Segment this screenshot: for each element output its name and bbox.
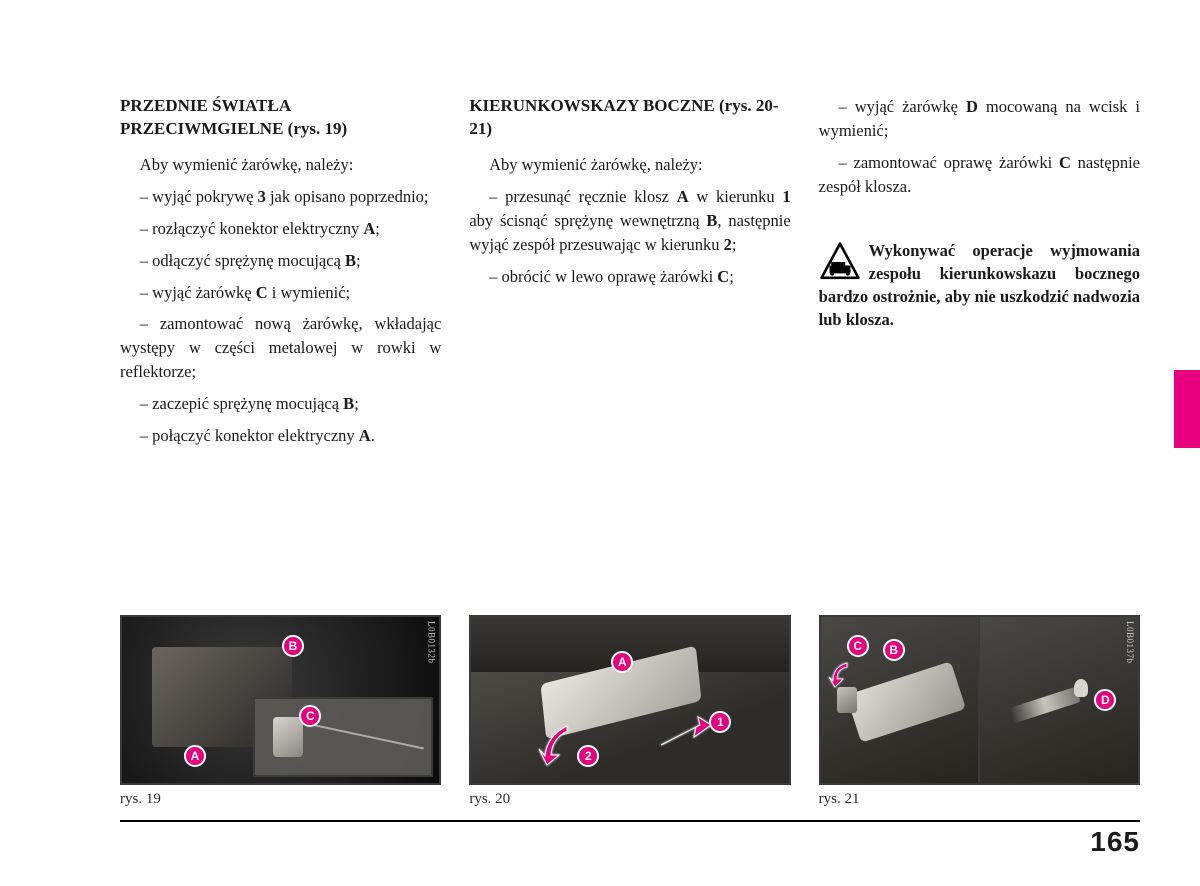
figure-19-image: L0B0132b B A C <box>120 615 441 785</box>
figure-19-inset: C <box>253 697 433 777</box>
warning-box: Wykonywać operacje wyjmowania zespołu ki… <box>819 239 1140 331</box>
col1-p5: – wyjąć żarówkę C i wymienić; <box>120 281 441 305</box>
col1-p8: – połączyć konektor elektryczny A. <box>120 424 441 448</box>
marker-B-21: B <box>883 639 905 661</box>
col1-p1: Aby wymienić żarówkę, należy: <box>120 153 441 177</box>
figure-19-caption: rys. 19 <box>120 791 441 808</box>
arrow-1 <box>656 715 716 755</box>
figure-20: L0B0128b A 1 2 rys. 20 <box>469 615 790 808</box>
col1-p4: – odłączyć sprężynę mocującą B; <box>120 249 441 273</box>
figure-19: L0B0132b B A C rys. 19 <box>120 615 441 808</box>
col1-p3: – rozłączyć konektor elektryczny A; <box>120 217 441 241</box>
column-3: – wyjąć żarówkę D mocowaną na wcisk i wy… <box>819 95 1140 456</box>
rotate-arrow <box>827 659 857 689</box>
wire <box>306 723 424 750</box>
bulb-holder <box>837 687 857 713</box>
page-number: 165 <box>1090 826 1140 857</box>
marker-C: C <box>299 705 321 727</box>
figure-20-image: L0B0128b A 1 2 <box>469 615 790 785</box>
col2-p1: Aby wymienić żarówkę, należy: <box>469 153 790 177</box>
col1-p2: – wyjąć pokrywę 3 jak opisano poprzednio… <box>120 185 441 209</box>
figure-21: C B L0B0137b D rys. 21 <box>819 615 1140 808</box>
bulb-tip <box>1074 679 1088 697</box>
marker-C-21: C <box>847 635 869 657</box>
page: PRZEDNIE ŚWIATŁA PRZECIWMGIELNE (rys. 19… <box>0 0 1200 886</box>
bulb-shape <box>273 717 303 757</box>
figures-row: L0B0132b B A C rys. 19 L0B0128b A 1 <box>120 615 1140 808</box>
figure-21-left-panel: C B <box>821 617 981 783</box>
column-2: KIERUNKOWSKAZY BOCZNE (rys. 20-21) Aby w… <box>469 95 790 456</box>
col1-p7: – zaczepić sprężynę mocującą B; <box>120 392 441 416</box>
page-footer: 165 <box>120 820 1140 858</box>
marker-D: D <box>1094 689 1116 711</box>
col2-p3: – obrócić w lewo oprawę żarówki C; <box>469 265 790 289</box>
col2-p2: – przesunąć ręcznie klosz A w kierunku 1… <box>469 185 790 257</box>
col1-p6: – zamontować nową żarówkę, wkładając wys… <box>120 312 441 384</box>
col3-p2: – zamontować oprawę żarówki C następnie … <box>819 151 1140 199</box>
indicator-back <box>846 661 966 743</box>
figure-19-code: L0B0132b <box>426 621 436 664</box>
col1-heading: PRZEDNIE ŚWIATŁA PRZECIWMGIELNE (rys. 19… <box>120 95 441 141</box>
arrow-2 <box>537 721 583 767</box>
bulb-assembly <box>1010 687 1082 724</box>
warning-triangle-icon <box>819 241 861 283</box>
figure-21-right-panel: L0B0137b D <box>980 617 1138 783</box>
col2-heading: KIERUNKOWSKAZY BOCZNE (rys. 20-21) <box>469 95 790 141</box>
figure-20-caption: rys. 20 <box>469 791 790 808</box>
marker-A: A <box>184 745 206 767</box>
text-columns: PRZEDNIE ŚWIATŁA PRZECIWMGIELNE (rys. 19… <box>120 95 1140 456</box>
marker-2: 2 <box>577 745 599 767</box>
side-tab-marker <box>1174 370 1200 448</box>
marker-1: 1 <box>709 711 731 733</box>
figure-21-code: L0B0137b <box>1125 621 1135 664</box>
marker-B: B <box>282 635 304 657</box>
figure-21-image: C B L0B0137b D <box>819 615 1140 785</box>
column-1: PRZEDNIE ŚWIATŁA PRZECIWMGIELNE (rys. 19… <box>120 95 441 456</box>
col3-p1: – wyjąć żarówkę D mocowaną na wcisk i wy… <box>819 95 1140 143</box>
warning-text: Wykonywać operacje wyjmowania zespołu ki… <box>819 239 1140 331</box>
figure-21-caption: rys. 21 <box>819 791 1140 808</box>
